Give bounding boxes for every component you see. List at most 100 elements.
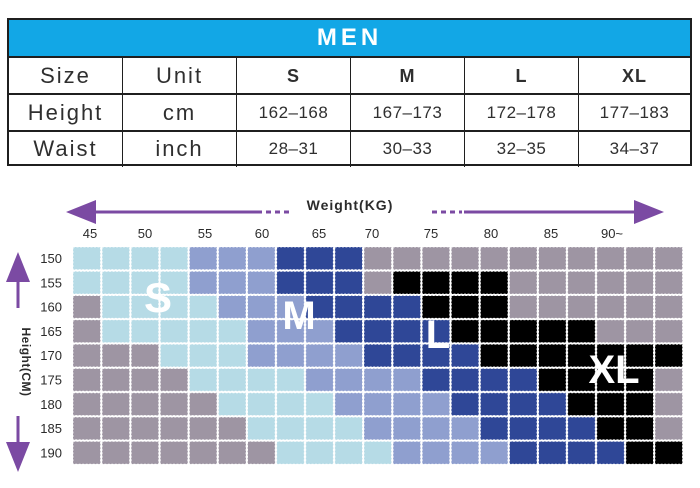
chart-cell — [218, 246, 247, 271]
chart-cell — [421, 319, 451, 343]
chart-cell — [334, 368, 363, 392]
chart-cell — [188, 295, 218, 319]
chart-cell — [247, 368, 276, 392]
chart-cell — [392, 416, 422, 441]
chart-cell — [392, 295, 422, 319]
chart-cell — [101, 319, 130, 343]
chart-cell — [72, 440, 101, 465]
chart-cell — [363, 270, 392, 295]
y-tick-label: 150 — [40, 251, 62, 266]
chart-cell — [334, 295, 363, 319]
chart-cell — [305, 270, 334, 295]
chart-cell — [450, 416, 480, 441]
chart-cell — [596, 416, 625, 441]
chart-cell — [334, 392, 363, 416]
chart-cell — [654, 295, 683, 319]
chart-cell — [567, 368, 596, 392]
chart-cell — [305, 246, 334, 271]
chart-cell — [509, 343, 538, 368]
chart-cell — [159, 295, 189, 319]
chart-cell — [567, 295, 596, 319]
chart-cell — [334, 319, 363, 343]
chart-cell — [509, 368, 538, 392]
chart-cell — [363, 246, 392, 271]
chart-cell — [596, 392, 625, 416]
chart-cell — [188, 416, 218, 441]
chart-cell — [567, 392, 596, 416]
chart-cell — [654, 343, 683, 368]
chart-cell — [305, 319, 334, 343]
chart-cell — [392, 368, 422, 392]
header-l: L — [465, 58, 579, 94]
chart-cell — [130, 319, 160, 343]
waist-m: 30–33 — [351, 131, 465, 167]
chart-cell — [450, 319, 480, 343]
x-tick-label: 60 — [255, 226, 269, 241]
y-tick-label: 170 — [40, 348, 62, 363]
chart-cell — [305, 295, 334, 319]
chart-cell — [479, 368, 509, 392]
chart-cell — [479, 343, 509, 368]
chart-cell — [159, 246, 189, 271]
chart-cell — [479, 440, 509, 465]
chart-cell — [159, 440, 189, 465]
waist-xl: 34–37 — [609, 139, 660, 158]
x-tick-label: 50 — [138, 226, 152, 241]
chart-cell — [654, 246, 683, 271]
chart-cell — [276, 416, 305, 441]
chart-cell — [130, 295, 160, 319]
chart-cell — [479, 270, 509, 295]
chart-cell — [363, 343, 392, 368]
chart-cell — [276, 319, 305, 343]
chart-cell — [596, 343, 625, 368]
chart-cell — [509, 319, 538, 343]
chart-cell — [334, 440, 363, 465]
chart-cell — [130, 368, 160, 392]
size-chart: Weight(KG) Height(CM) 45 50 55 60 65 70 75 80 85… — [5, 197, 683, 472]
size-region-label-m: M — [282, 294, 315, 338]
chart-cell — [276, 343, 305, 368]
chart-cell — [363, 368, 392, 392]
chart-cell — [479, 246, 509, 271]
chart-cell — [392, 440, 422, 465]
chart-cell — [72, 343, 101, 368]
chart-cell — [654, 319, 683, 343]
chart-cell — [305, 440, 334, 465]
chart-cell — [421, 270, 451, 295]
x-tick-label: 90~ — [601, 226, 623, 241]
height-l: 172–178 — [465, 95, 579, 131]
chart-cell — [305, 368, 334, 392]
chart-cell — [567, 270, 596, 295]
chart-cell — [130, 392, 160, 416]
chart-cell — [392, 270, 422, 295]
chart-cell — [596, 270, 625, 295]
y-tick-label: 165 — [40, 324, 62, 339]
y-tick-label: 175 — [40, 373, 62, 388]
chart-cell — [218, 270, 247, 295]
chart-cell — [72, 246, 101, 271]
chart-cell — [421, 416, 451, 441]
waist-l: 32–35 — [465, 131, 579, 167]
chart-cell — [538, 343, 567, 368]
header-s: S — [237, 58, 351, 94]
x-tick-label: 85 — [544, 226, 558, 241]
chart-cell — [538, 368, 567, 392]
table-row-height: Height cm 162–168 167–173 172–178 177–18… — [9, 95, 690, 131]
chart-cell — [596, 295, 625, 319]
size-region-label-s: S — [144, 274, 172, 321]
chart-cell — [392, 343, 422, 368]
chart-cell — [596, 319, 625, 343]
chart-cell — [421, 392, 451, 416]
chart-cell — [247, 246, 276, 271]
chart-cell — [334, 343, 363, 368]
x-tick-label: 65 — [312, 226, 326, 241]
chart-cell — [159, 319, 189, 343]
chart-cell — [305, 392, 334, 416]
chart-cell — [363, 295, 392, 319]
chart-cell — [72, 270, 101, 295]
chart-cell — [72, 295, 101, 319]
y-tick-label: 185 — [40, 421, 62, 436]
chart-cell — [159, 368, 189, 392]
chart-cell — [421, 343, 451, 368]
chart-cell — [450, 246, 480, 271]
